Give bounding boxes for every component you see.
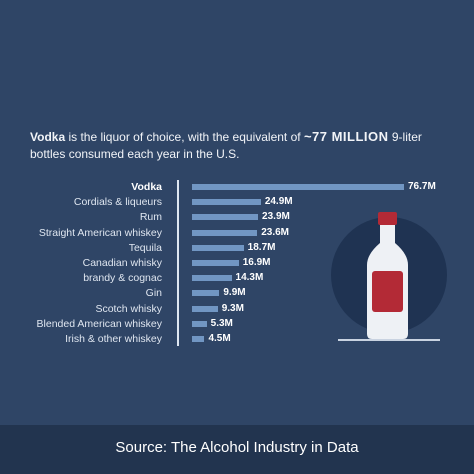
category-label: Gin bbox=[145, 287, 162, 300]
bar bbox=[192, 244, 244, 251]
bar bbox=[192, 199, 261, 206]
category-label: Cordials & liqueurs bbox=[73, 196, 162, 209]
value-label: 76.7M bbox=[408, 181, 436, 192]
bar bbox=[192, 260, 239, 266]
category-label: Scotch whisky bbox=[95, 302, 162, 315]
value-label: 18.7M bbox=[247, 241, 276, 253]
bar bbox=[192, 336, 205, 342]
category-label: Rum bbox=[139, 211, 162, 224]
bar bbox=[192, 320, 207, 327]
value-label: 16.9M bbox=[242, 257, 271, 268]
category-label: Blended American whiskey bbox=[36, 317, 162, 330]
bar bbox=[192, 305, 218, 312]
value-label: 4.5M bbox=[208, 333, 231, 344]
bar bbox=[192, 184, 404, 190]
intro-text: Vodka is the liquor of choice, with the … bbox=[30, 128, 450, 163]
value-label: 14.3M bbox=[235, 272, 264, 284]
value-label: 23.9M bbox=[262, 211, 290, 223]
intro-text-part1: is the liquor of choice, with the equiva… bbox=[65, 130, 304, 144]
category-axis-line bbox=[177, 180, 179, 346]
vodka-bottle-icon bbox=[328, 208, 448, 353]
intro-highlight: ~77 MILLION bbox=[303, 129, 389, 144]
source-credit: Source: The Alcohol Industry in Data bbox=[115, 439, 359, 456]
bar bbox=[192, 275, 232, 282]
value-label: 24.9M bbox=[264, 196, 293, 208]
bar bbox=[192, 214, 259, 221]
footer-band bbox=[0, 425, 474, 474]
value-label: 9.9M bbox=[223, 287, 246, 299]
category-label: Straight American whiskey bbox=[38, 226, 162, 239]
category-label: Canadian whisky bbox=[82, 257, 162, 269]
value-label: 9.3M bbox=[221, 302, 244, 314]
bar bbox=[192, 290, 220, 297]
category-label: Vodka bbox=[131, 181, 162, 193]
intro-text-part2: 9-liter bottles consumed each year in th… bbox=[30, 130, 422, 161]
value-label: 5.3M bbox=[210, 317, 233, 329]
category-label: Irish & other whiskey bbox=[65, 333, 162, 345]
intro-brand: Vodka bbox=[30, 130, 66, 144]
value-label: 23.6M bbox=[261, 226, 290, 238]
category-label: Tequila bbox=[128, 241, 162, 254]
bar bbox=[192, 229, 258, 236]
category-label: brandy & cognac bbox=[83, 272, 162, 285]
